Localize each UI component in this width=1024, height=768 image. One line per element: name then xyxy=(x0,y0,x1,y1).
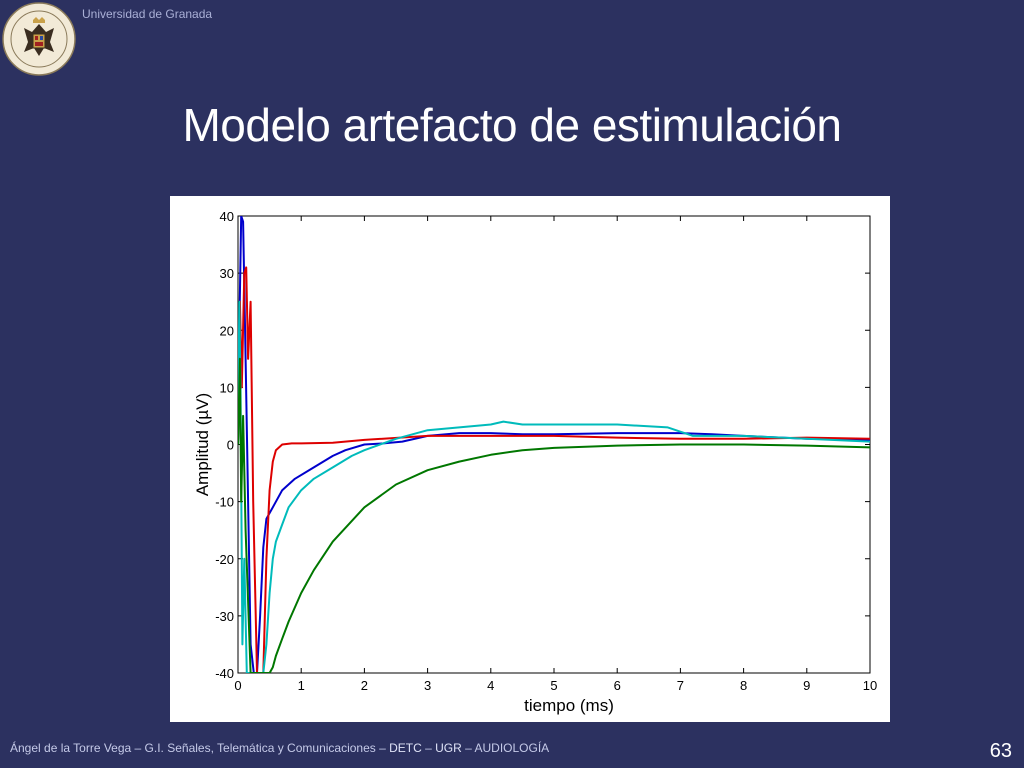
chart-panel: 0 1 2 3 4 5 6 7 8 9 10 40 30 20 10 0 -10 -20 -30 -40 tiempo … xyxy=(170,196,890,722)
x-tick-label: 7 xyxy=(677,678,684,693)
series-group xyxy=(238,216,870,673)
footer-author: Ángel de la Torre Vega xyxy=(10,741,132,755)
y-tick-label: 20 xyxy=(220,323,234,338)
x-tick-label: 1 xyxy=(298,678,305,693)
x-tick-label: 0 xyxy=(234,678,241,693)
y-tick-label: -40 xyxy=(215,666,234,681)
footer-topic: AUDIOLOGÍA xyxy=(474,741,550,755)
series-line-2 xyxy=(238,266,870,673)
x-tick-label: 9 xyxy=(803,678,810,693)
footer: Ángel de la Torre Vega – G.I. Señales, T… xyxy=(10,741,549,755)
university-seal-logo xyxy=(2,2,76,76)
x-tick-label: 3 xyxy=(424,678,431,693)
slide-title: Modelo artefacto de estimulación xyxy=(182,99,842,151)
y-tick-label: -20 xyxy=(215,552,234,567)
x-tick-label: 4 xyxy=(487,678,494,693)
x-tick-label: 10 xyxy=(863,678,877,693)
line-chart: 0 1 2 3 4 5 6 7 8 9 10 40 30 20 10 0 -10 -20 -30 -40 tiempo … xyxy=(193,209,877,715)
footer-separator: – xyxy=(421,741,436,755)
footer-group: G.I. Señales, Telemática y Comunicacione… xyxy=(144,741,376,755)
y-tick-label: 0 xyxy=(227,438,234,453)
series-line-4 xyxy=(238,357,870,673)
series-line-3 xyxy=(238,300,870,673)
footer-separator: – xyxy=(461,741,475,755)
footer-separator: – xyxy=(131,741,145,755)
series-line-1 xyxy=(238,216,870,673)
y-tick-label: 10 xyxy=(220,380,234,395)
x-tick-label: 5 xyxy=(550,678,557,693)
x-tick-label: 8 xyxy=(740,678,747,693)
university-name: Universidad de Granada xyxy=(82,7,213,21)
footer-univ: UGR xyxy=(435,741,462,755)
y-tick-label: -30 xyxy=(215,609,234,624)
y-tick-label: 40 xyxy=(220,209,234,224)
x-tick-label: 2 xyxy=(361,678,368,693)
y-tick-label: 30 xyxy=(220,266,234,281)
page-number: 63 xyxy=(989,740,1012,762)
y-tick-label: -10 xyxy=(215,495,234,510)
x-axis-label: tiempo (ms) xyxy=(524,696,614,715)
footer-dept: DETC xyxy=(389,741,422,755)
x-tick-label: 6 xyxy=(614,678,621,693)
footer-separator: – xyxy=(375,741,390,755)
y-axis-label: Amplitud (µV) xyxy=(193,393,212,496)
